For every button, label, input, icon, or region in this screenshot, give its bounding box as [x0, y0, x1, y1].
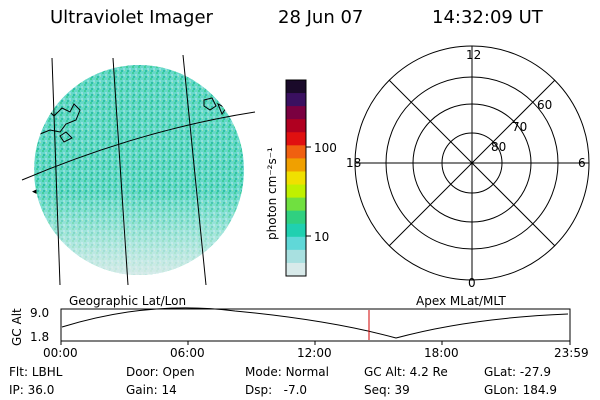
colorbar-cell	[286, 145, 306, 159]
mode-field: Mode: Normal	[245, 365, 329, 379]
colorbar-tick-10: 10	[314, 230, 330, 244]
gain-field: Gain: 14	[126, 383, 177, 397]
colorbar-cell	[286, 80, 306, 94]
colorbar-cell	[286, 197, 306, 212]
colorbar-cell	[286, 223, 306, 238]
glon-field: GLon: 184.9	[484, 383, 557, 397]
door-field: Door: Open	[126, 365, 195, 379]
timeline-xtick-0600: 06:00	[170, 346, 205, 360]
lat-label-60: 60	[537, 98, 553, 112]
timeline-ylabel: GC Alt	[10, 308, 24, 346]
polar-plot	[354, 45, 590, 281]
timeline-xtick-1800: 18:00	[424, 346, 459, 360]
colorbar-cell	[286, 249, 306, 264]
map-marker-icon: ◂	[32, 187, 37, 197]
glat-field: GLat: -27.9	[484, 365, 551, 379]
colorbar-cell	[286, 210, 306, 225]
colorbar-cell	[286, 171, 306, 186]
colorbar-cell	[286, 93, 306, 107]
lat-label-70: 70	[512, 120, 528, 134]
mlt-label-6: 6	[578, 156, 586, 170]
lat-label-80: 80	[491, 140, 507, 154]
mlt-label-0: 0	[468, 276, 476, 290]
timeline-xtick-1200: 12:00	[297, 346, 332, 360]
timeline-ytick-1-8: 1.8	[30, 330, 50, 344]
timeline-panel	[60, 307, 571, 345]
date-label: 28 Jun 07	[278, 7, 364, 28]
colorbar-cell	[286, 132, 306, 146]
timeline-ytick-9: 9.0	[30, 306, 50, 320]
mlt-label-12: 12	[466, 48, 482, 62]
colorbar-cell	[286, 184, 306, 199]
colorbar-unit-label: photon cm⁻²s⁻¹	[265, 147, 279, 240]
instrument-title: Ultraviolet Imager	[50, 7, 213, 28]
dsp-field: Dsp: -7.0	[245, 383, 308, 397]
time-label: 14:32:09 UT	[432, 7, 543, 28]
colorbar-cell	[286, 106, 306, 120]
colorbar-cell	[286, 158, 306, 172]
geographic-grid	[21, 54, 256, 286]
gc-alt-field: GC Alt: 4.2 Re	[364, 365, 448, 379]
colorbar-cell	[286, 119, 306, 133]
filter-field: Flt: LBHL	[9, 365, 63, 379]
timeline-xtick-0000: 00:00	[43, 346, 78, 360]
geographic-label: Geographic Lat/Lon	[69, 294, 187, 308]
timeline-xtick-2359: 23:59	[554, 346, 589, 360]
colorbar-tick-100: 100	[314, 141, 337, 155]
apex-label: Apex MLat/MLT	[416, 294, 506, 308]
seq-field: Seq: 39	[364, 383, 410, 397]
ip-field: IP: 36.0	[9, 383, 55, 397]
colorbar	[285, 79, 311, 277]
colorbar-cell	[286, 236, 306, 251]
mlt-label-18: 18	[346, 156, 362, 170]
uv-image-disk	[34, 65, 244, 275]
colorbar-cell	[286, 262, 306, 277]
